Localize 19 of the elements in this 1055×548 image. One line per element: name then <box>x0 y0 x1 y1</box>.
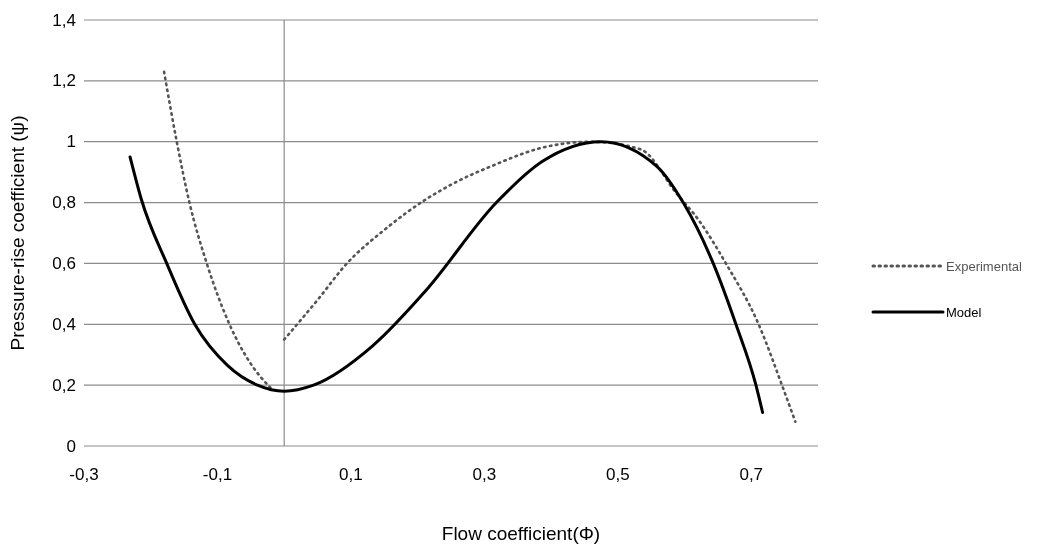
line-series <box>128 140 765 415</box>
y-tick-label: 0,2 <box>52 375 76 395</box>
y-tick-label: 0,6 <box>52 253 76 273</box>
x-tick-label: 0,1 <box>339 465 363 484</box>
text: Experimental <box>946 258 1022 274</box>
x-axis-title: Flow coefficient(Φ) <box>441 523 601 544</box>
y-tick-label: 0,4 <box>52 314 76 334</box>
x-tick-label: 0,5 <box>606 465 630 484</box>
text: Model <box>946 304 982 320</box>
y-axis-title: Pressure-rise coefficient (ψ) <box>7 115 28 351</box>
y-tick-label: 0 <box>66 436 76 456</box>
y-tick-label: 1,4 <box>52 10 76 30</box>
x-tick-label: -0,1 <box>202 465 233 484</box>
y-tick-label: 0,8 <box>52 193 76 213</box>
x-tick-label: -0,3 <box>69 465 99 484</box>
x-tick-label: 0,7 <box>739 465 764 484</box>
x-tick-label: 0,3 <box>472 465 497 484</box>
y-tick-label: 1,2 <box>52 71 76 91</box>
y-tick-label: 1 <box>66 132 76 152</box>
